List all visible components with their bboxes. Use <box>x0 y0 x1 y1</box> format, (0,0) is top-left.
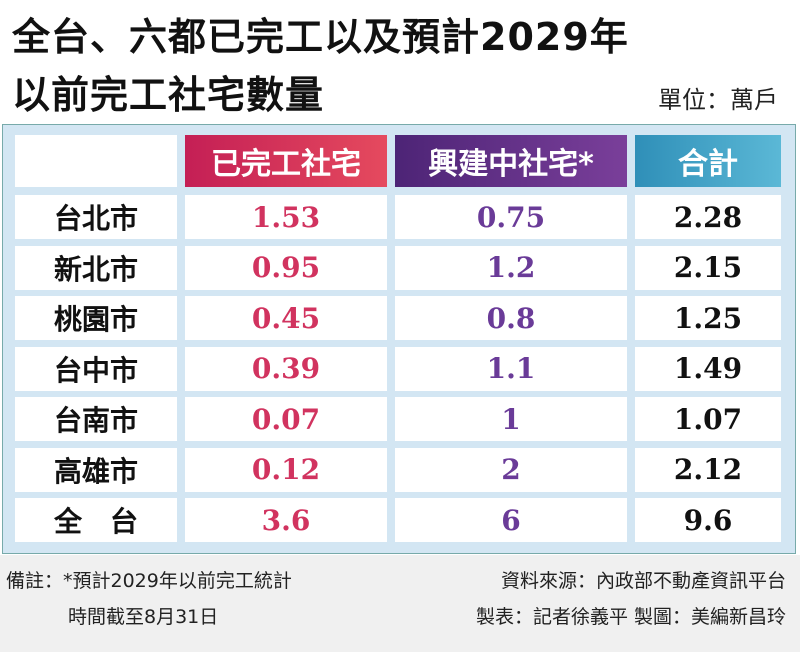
value-cell: 2.15 <box>635 245 781 290</box>
value-cell: 0.39 <box>185 346 387 391</box>
footer <box>0 555 800 652</box>
credit: 製表：記者徐義平 製圖：美編新昌玲 <box>475 606 786 628</box>
value-cell: 0.95 <box>185 245 387 290</box>
header-blank <box>15 135 177 187</box>
value-cell: 2 <box>395 447 627 492</box>
footnote: 備註：*預計2029年以前完工統計 <box>6 570 292 592</box>
value-cell: 0.12 <box>185 447 387 492</box>
column-header: 興建中社宅* <box>395 135 627 187</box>
value-cell: 6 <box>395 498 627 542</box>
row-label: 台中市 <box>15 346 177 391</box>
footnote: 時間截至8月31日 <box>68 606 219 628</box>
value-cell: 0.8 <box>395 296 627 340</box>
value-cell: 1.07 <box>635 397 781 441</box>
row-label: 台南市 <box>15 397 177 441</box>
row-label: 全 台 <box>15 498 177 542</box>
unit: 單位：萬戶 <box>658 86 778 114</box>
value-cell: 1.25 <box>635 296 781 340</box>
credit: 資料來源：內政部不動產資訊平台 <box>500 570 786 592</box>
table: 已完工社宅 興建中社宅* 合計 台北市 1.53 0.75 2.28 新北市 0.95 1.2 2.… <box>2 124 796 554</box>
value-cell: 3.6 <box>185 498 387 542</box>
row-label: 新北市 <box>15 245 177 290</box>
row-label: 台北市 <box>15 195 177 239</box>
value-cell: 9.6 <box>635 498 781 542</box>
column-header: 已完工社宅 <box>185 135 387 187</box>
column-header: 合計 <box>635 135 781 187</box>
value-cell: 0.07 <box>185 397 387 441</box>
title-line: 以前完工社宅數量 <box>12 73 325 117</box>
value-cell: 1.49 <box>635 346 781 391</box>
value-cell: 1.2 <box>395 245 627 290</box>
row-label: 高雄市 <box>15 447 177 492</box>
value-cell: 1 <box>395 397 627 441</box>
value-cell: 0.75 <box>395 195 627 239</box>
value-cell: 2.12 <box>635 447 781 492</box>
value-cell: 0.45 <box>185 296 387 340</box>
title-line: 全台、六都已完工以及預計2029年 <box>12 15 629 59</box>
row-label: 桃園市 <box>15 296 177 340</box>
value-cell: 2.28 <box>635 195 781 239</box>
value-cell: 1.53 <box>185 195 387 239</box>
value-cell: 1.1 <box>395 346 627 391</box>
